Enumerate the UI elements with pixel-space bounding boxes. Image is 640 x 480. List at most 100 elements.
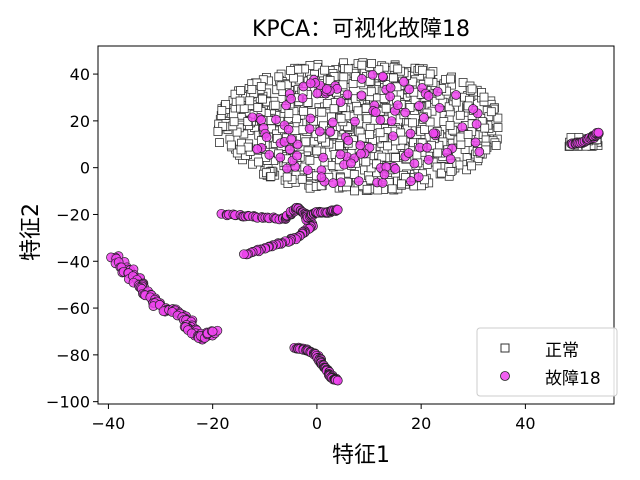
data-point-normal <box>393 64 403 74</box>
data-point-normal <box>236 86 246 95</box>
data-point-normal <box>446 167 456 177</box>
data-point-normal <box>339 72 349 82</box>
data-point-fault <box>261 132 272 143</box>
data-point-normal <box>213 127 223 136</box>
legend-frame <box>476 327 618 397</box>
legend-marker-normal <box>500 343 510 353</box>
data-point-normal <box>350 186 360 196</box>
data-point-normal <box>362 184 372 194</box>
data-point-fault <box>332 375 343 386</box>
y-tick-label: −100 <box>46 393 90 412</box>
data-point-normal <box>420 125 430 134</box>
data-point-fault <box>292 139 303 150</box>
data-point-fault <box>457 122 468 133</box>
data-point-normal <box>325 76 335 85</box>
x-axis: −40 −20 0 20 40 <box>92 404 536 433</box>
y-tick-label: 40 <box>70 65 90 84</box>
data-point-normal <box>407 118 417 128</box>
data-point-normal <box>215 138 224 148</box>
data-point-fault <box>282 163 292 174</box>
x-tick-label: 0 <box>312 414 322 433</box>
legend-marker-fault <box>500 371 510 381</box>
data-point-normal <box>282 172 292 182</box>
data-point-fault <box>332 204 343 215</box>
data-point-fault <box>316 172 327 183</box>
data-point-fault <box>403 148 414 158</box>
y-tick-label: 0 <box>80 159 90 178</box>
data-point-normal <box>456 140 466 149</box>
y-axis: −100 −80 −60 −40 −20 0 20 40 <box>46 65 98 412</box>
data-point-fault <box>474 146 485 157</box>
x-tick-label: −20 <box>196 414 230 433</box>
data-point-fault <box>335 149 346 160</box>
data-point-normal <box>226 140 236 150</box>
data-point-normal <box>390 153 400 163</box>
data-point-fault <box>286 134 297 145</box>
data-point-normal <box>254 157 264 167</box>
data-point-normal <box>388 73 398 83</box>
data-point-normal <box>320 65 330 75</box>
data-point-fault <box>398 76 409 87</box>
data-point-normal <box>257 94 267 104</box>
data-point-normal <box>286 66 296 75</box>
legend-label-normal: 正常 <box>545 341 579 361</box>
data-point-fault <box>405 128 416 139</box>
data-point-fault <box>327 117 338 128</box>
y-tick-label: 20 <box>70 112 90 131</box>
data-point-normal <box>247 85 257 94</box>
data-point-normal <box>367 59 377 68</box>
data-point-normal <box>433 148 443 158</box>
data-point-normal <box>387 184 397 194</box>
data-point-fault <box>353 176 364 186</box>
data-point-normal <box>362 114 372 124</box>
data-point-normal <box>383 141 393 151</box>
data-point-normal <box>486 107 496 117</box>
data-point-normal <box>366 87 376 97</box>
data-point-normal <box>317 107 327 117</box>
data-point-normal <box>456 132 466 142</box>
data-point-normal <box>235 96 245 106</box>
data-point-normal <box>361 157 371 167</box>
legend: 正常 故障18 <box>476 327 618 397</box>
data-point-normal <box>398 135 408 145</box>
data-point-fault <box>283 124 294 135</box>
data-point-fault <box>432 86 443 97</box>
data-point-fault <box>367 69 378 80</box>
data-point-normal <box>266 171 276 181</box>
y-tick-label: −80 <box>56 346 90 365</box>
data-point-normal <box>445 121 455 130</box>
data-point-fault <box>357 74 367 84</box>
plot-points <box>106 58 604 386</box>
data-point-fault <box>312 88 323 99</box>
data-point-fault <box>377 71 388 82</box>
x-tick-label: 20 <box>411 414 431 433</box>
data-point-fault <box>314 126 325 137</box>
data-point-fault <box>264 149 275 160</box>
data-point-normal <box>305 155 315 165</box>
data-point-fault <box>471 119 482 130</box>
data-point-normal <box>445 74 455 84</box>
data-point-fault <box>451 90 461 100</box>
data-point-fault <box>286 94 296 104</box>
data-point-fault <box>445 154 456 164</box>
data-point-fault <box>355 140 366 151</box>
data-point-fault <box>434 103 445 113</box>
data-point-normal <box>274 72 284 82</box>
data-point-fault <box>343 135 354 146</box>
data-point-normal <box>349 169 359 179</box>
legend-label-fault: 故障18 <box>545 369 601 389</box>
data-point-fault <box>325 126 336 137</box>
data-point-fault <box>468 104 478 114</box>
data-point-normal <box>493 113 503 123</box>
y-tick-label: −60 <box>56 299 90 318</box>
data-point-normal <box>245 96 255 106</box>
data-point-normal <box>365 130 375 139</box>
data-point-fault <box>385 82 396 93</box>
data-point-normal <box>276 81 286 91</box>
data-point-normal <box>353 106 363 116</box>
data-point-normal <box>436 168 446 178</box>
data-point-fault <box>318 152 329 163</box>
data-point-fault <box>375 115 386 125</box>
data-point-normal <box>236 145 246 155</box>
